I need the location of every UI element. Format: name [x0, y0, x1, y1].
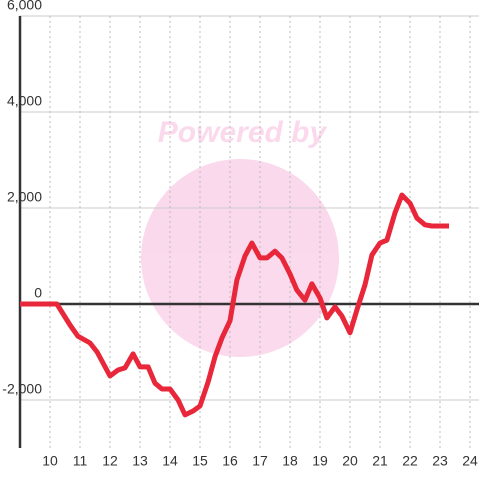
y-tick-label: -2,000	[2, 381, 42, 397]
x-tick-label: 17	[252, 453, 268, 469]
x-tick-label: 14	[162, 453, 178, 469]
x-tick-label: 10	[42, 453, 58, 469]
x-tick-label: 24	[462, 453, 478, 469]
y-tick-label: 4,000	[7, 93, 42, 109]
x-tick-label: 16	[222, 453, 238, 469]
watermark: Powered by	[141, 116, 339, 357]
data-line	[20, 192, 449, 418]
y-tick-label: 0	[34, 285, 42, 301]
x-tick-label: 18	[282, 453, 298, 469]
y-tick-label: 2,000	[7, 189, 42, 205]
x-tick-label: 23	[432, 453, 448, 469]
x-tick-label: 13	[132, 453, 148, 469]
x-tick-label: 11	[73, 453, 88, 469]
x-tick-label: 12	[102, 453, 118, 469]
x-tick-label: 15	[192, 453, 208, 469]
x-tick-label: 22	[402, 453, 418, 469]
watermark-logo	[141, 159, 339, 357]
y-tick-label: 6,000	[7, 0, 42, 13]
x-tick-label: 20	[342, 453, 358, 469]
watermark-text: Powered by	[158, 116, 328, 149]
x-tick-label: 21	[372, 453, 388, 469]
x-tick-label: 19	[312, 453, 328, 469]
